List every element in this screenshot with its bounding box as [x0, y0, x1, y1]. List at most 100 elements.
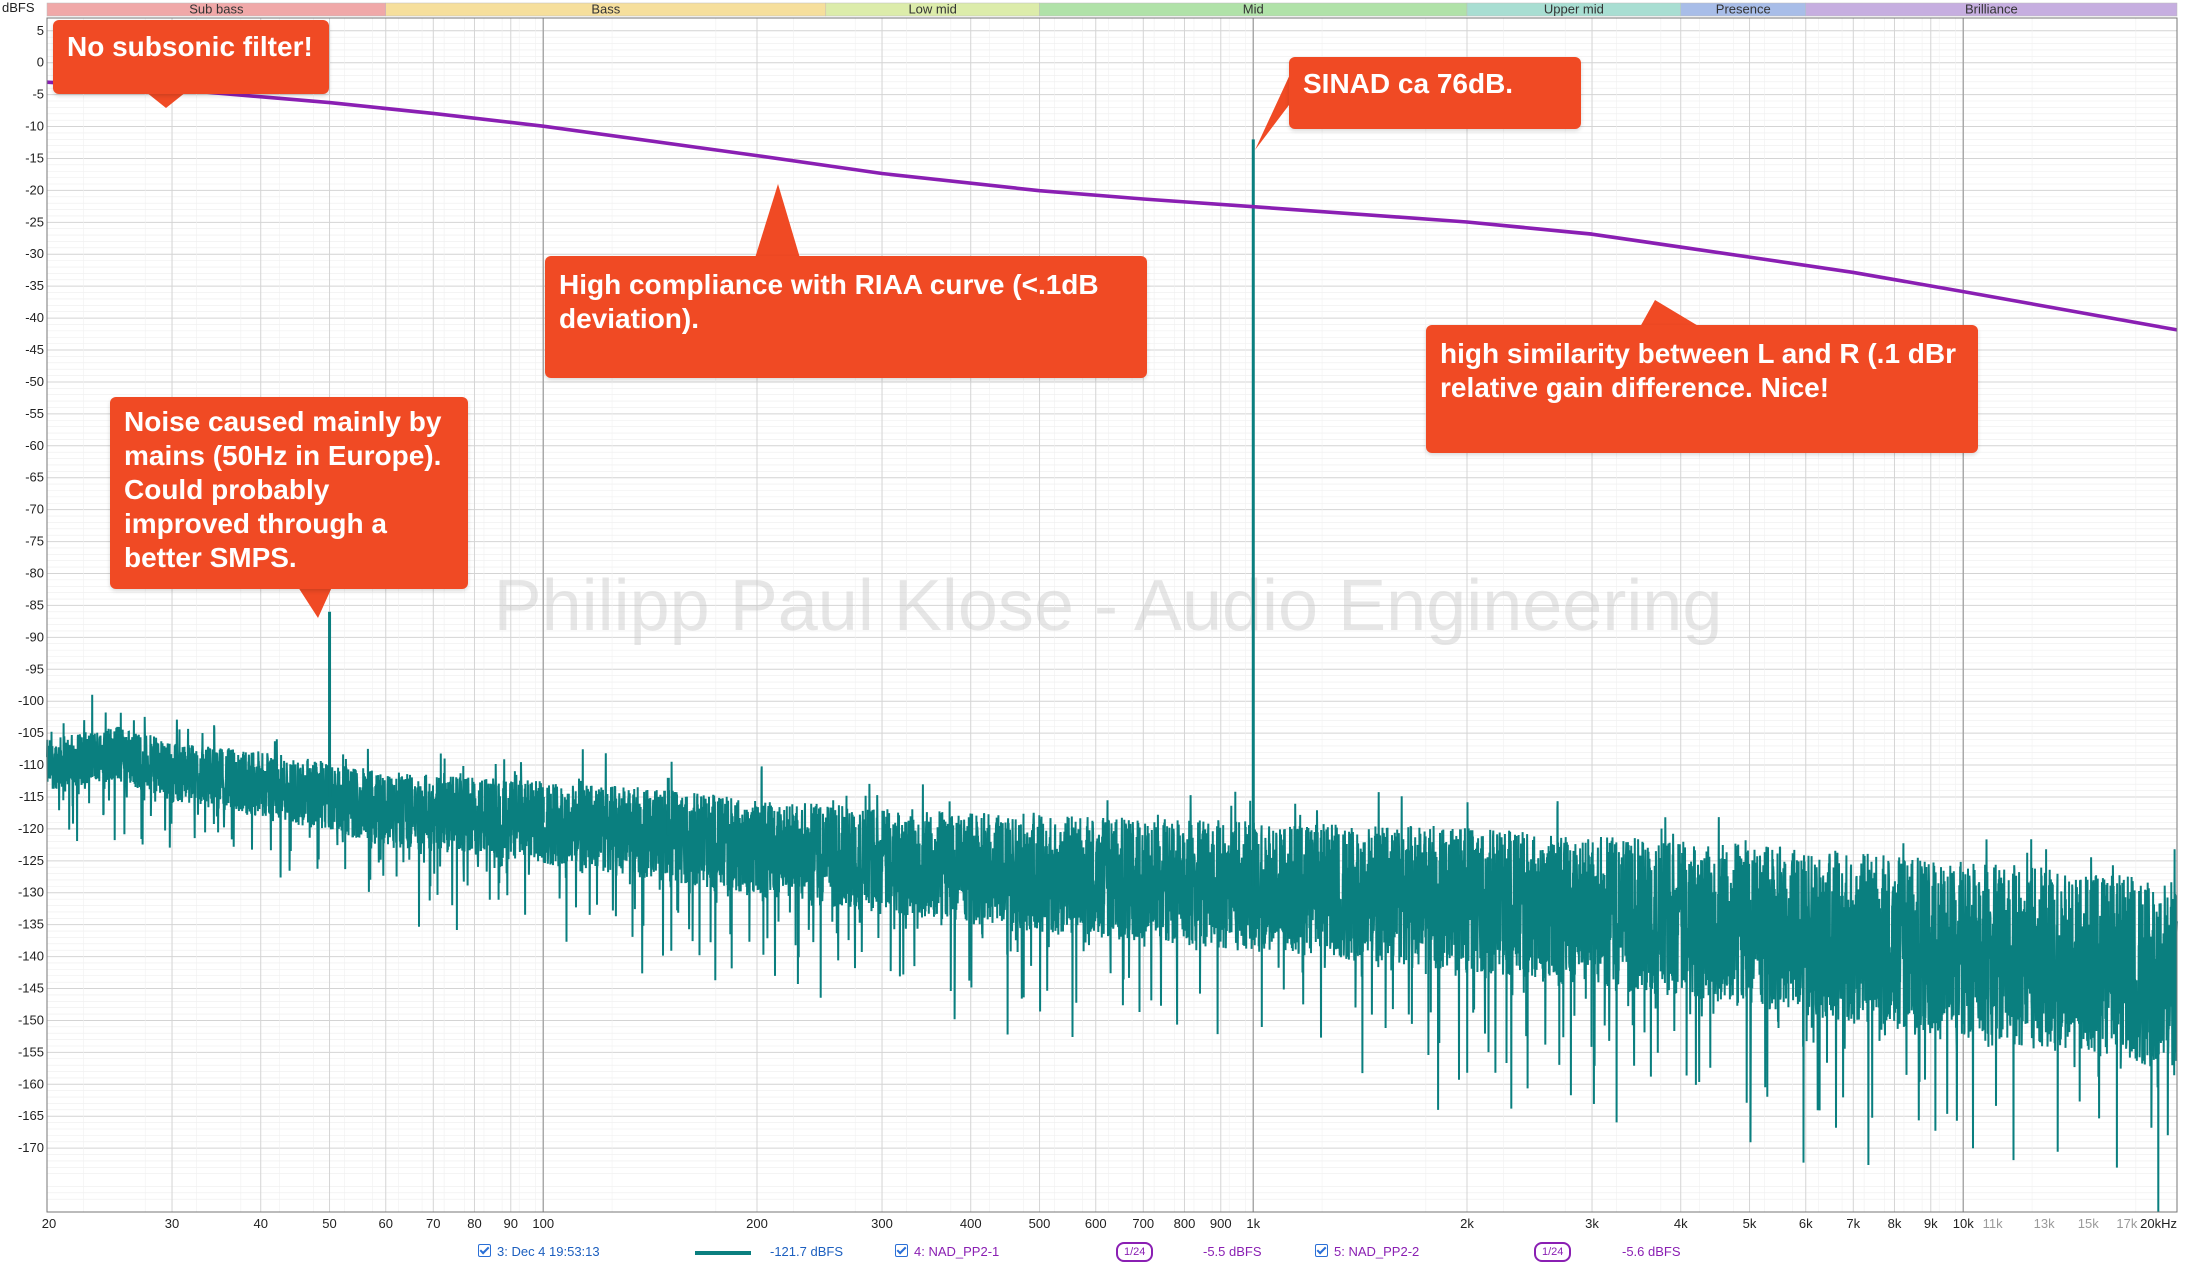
- y-tick-label: -80: [25, 565, 44, 580]
- callout-pointer: [755, 184, 800, 258]
- callout-text: SINAD ca 76dB.: [1303, 68, 1514, 99]
- x-tick-label: 13k: [2034, 1216, 2055, 1231]
- x-axis-ticks: 20 30 40 50 60 70 80 90 100 200 300 400 500 600 700 800…: [42, 1216, 2177, 1231]
- y-axis-label: dBFS: [2, 0, 35, 15]
- callout-pointer: [146, 92, 186, 108]
- smoothing-badge-icon: 1/24: [1116, 1242, 1154, 1262]
- x-tick-label: 30: [165, 1216, 179, 1231]
- callout-sinad: SINAD ca 76dB.: [1289, 57, 1581, 129]
- smoothing-badge-icon: 1/24: [1534, 1242, 1572, 1262]
- legend-value-nad-pp2-2: -5.6 dBFS: [1622, 1244, 1681, 1259]
- y-tick-label: -15: [25, 150, 44, 165]
- x-tick-label: 90: [504, 1216, 518, 1231]
- x-tick-label: 11k: [1983, 1216, 2003, 1231]
- legend-value-measurement-3: -121.7 dBFS: [770, 1244, 843, 1259]
- x-tick-label: 4k: [1674, 1216, 1688, 1231]
- y-tick-label: -160: [18, 1076, 44, 1091]
- legend-smoothing-nad-pp2-2: 1/24: [1534, 1242, 1572, 1262]
- y-tick-label: -95: [25, 661, 44, 676]
- band-label: Upper mid: [1544, 2, 1604, 17]
- y-tick-label: -125: [18, 853, 44, 868]
- y-tick-label: -55: [25, 406, 44, 421]
- band-label: Presence: [1716, 2, 1771, 17]
- y-tick-label: -105: [18, 725, 44, 740]
- y-tick-label: -65: [25, 470, 44, 485]
- callout-riaa-compliance: High compliance with RIAA curve (<.1dB d…: [545, 256, 1147, 378]
- x-tick-label: 800: [1174, 1216, 1196, 1231]
- noise-spectrum-series: [46, 139, 2178, 1213]
- y-tick-label: -90: [25, 629, 44, 644]
- y-tick-label: 5: [37, 23, 44, 38]
- x-tick-label: 6k: [1799, 1216, 1813, 1231]
- x-tick-label: 10k: [1953, 1216, 1974, 1231]
- y-tick-label: -25: [25, 214, 44, 229]
- callout-text: No subsonic filter!: [67, 31, 313, 62]
- callout-text: Noise caused mainly by mains (50Hz in Eu…: [124, 406, 442, 573]
- x-tick-label: 3k: [1585, 1216, 1599, 1231]
- x-tick-label: 80: [467, 1216, 481, 1231]
- x-tick-label: 7k: [1846, 1216, 1860, 1231]
- y-tick-label: -5: [32, 87, 44, 102]
- band-label: Bass: [591, 2, 620, 17]
- legend-swatch-measurement-3: [695, 1244, 751, 1259]
- y-tick-label: -10: [25, 119, 44, 134]
- y-tick-label: -145: [18, 981, 44, 996]
- y-tick-label: -35: [25, 278, 44, 293]
- y-tick-label: -85: [25, 597, 44, 612]
- callout-text: High compliance with RIAA curve (<.1dB d…: [559, 269, 1099, 334]
- callout-channel-similarity: high similarity between L and R (.1 dBr …: [1426, 325, 1978, 453]
- x-tick-label: 20kHz: [2140, 1216, 2177, 1231]
- x-tick-label: 2k: [1460, 1216, 1474, 1231]
- y-tick-label: -30: [25, 246, 44, 261]
- y-tick-label: -70: [25, 502, 44, 517]
- x-tick-label: 200: [746, 1216, 768, 1231]
- frequency-band-bar: Sub bass Bass Low mid Mid Upper mid Presence B…: [46, 2, 2178, 17]
- checkbox-icon[interactable]: [895, 1244, 908, 1257]
- y-tick-label: -170: [18, 1140, 44, 1155]
- callout-mains-noise: Noise caused mainly by mains (50Hz in Eu…: [110, 397, 468, 589]
- x-tick-label: 70: [426, 1216, 440, 1231]
- y-tick-label: -40: [25, 310, 44, 325]
- legend-item-nad-pp2-2[interactable]: 5: NAD_PP2-2: [1315, 1244, 1419, 1259]
- x-tick-label: 900: [1210, 1216, 1232, 1231]
- band-label: Mid: [1243, 2, 1264, 17]
- y-tick-label: -20: [25, 182, 44, 197]
- y-tick-label: -100: [18, 693, 44, 708]
- x-tick-label: 300: [871, 1216, 893, 1231]
- noise-trace: [46, 694, 2178, 1213]
- band-label: Brilliance: [1965, 2, 2018, 17]
- x-tick-label: 400: [960, 1216, 982, 1231]
- callout-no-subsonic: No subsonic filter!: [53, 20, 329, 94]
- x-tick-label: 50: [322, 1216, 336, 1231]
- y-tick-label: -150: [18, 1012, 44, 1027]
- y-tick-label: -140: [18, 949, 44, 964]
- line-swatch-icon: [695, 1250, 751, 1255]
- riaa-curve-2: [46, 81, 2178, 332]
- y-tick-label: -50: [25, 374, 44, 389]
- callout-text: high similarity between L and R (.1 dBr …: [1440, 338, 1957, 403]
- y-axis-ticks: 5 0 -5 -10 -15 -20 -25 -30 -35 -40 -45 -50 -55 -60 -65…: [18, 23, 44, 1155]
- x-tick-label: 1k: [1246, 1216, 1260, 1231]
- y-tick-label: -130: [18, 885, 44, 900]
- y-tick-label: -120: [18, 821, 44, 836]
- y-tick-label: -45: [25, 342, 44, 357]
- legend-item-measurement-3[interactable]: 3: Dec 4 19:53:13: [478, 1244, 600, 1259]
- y-tick-label: -60: [25, 438, 44, 453]
- legend-value-nad-pp2-1: -5.5 dBFS: [1203, 1244, 1262, 1259]
- checkbox-icon[interactable]: [1315, 1244, 1328, 1257]
- y-tick-label: -110: [19, 757, 44, 772]
- x-tick-label: 9k: [1924, 1216, 1938, 1231]
- legend-smoothing-nad-pp2-1: 1/24: [1116, 1242, 1154, 1262]
- callout-pointer: [1640, 300, 1700, 327]
- x-tick-label: 60: [379, 1216, 393, 1231]
- y-tick-label: -165: [18, 1108, 44, 1123]
- checkbox-icon[interactable]: [478, 1244, 491, 1257]
- y-tick-label: 0: [37, 55, 44, 70]
- band-6: [1805, 2, 2178, 17]
- x-tick-label: 8k: [1888, 1216, 1902, 1231]
- x-tick-label: 20: [42, 1216, 56, 1231]
- callout-pointer: [298, 587, 332, 618]
- legend-item-nad-pp2-1[interactable]: 4: NAD_PP2-1: [895, 1244, 999, 1259]
- x-tick-label: 40: [253, 1216, 267, 1231]
